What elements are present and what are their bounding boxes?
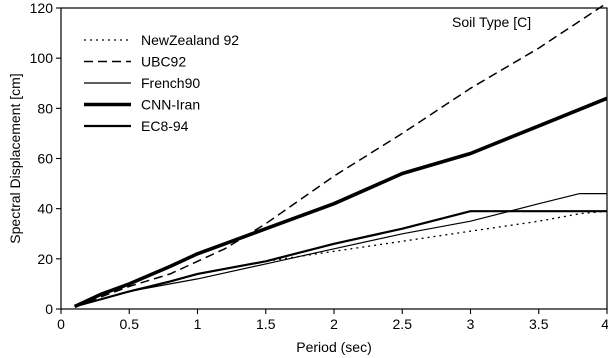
legend-label: French90: [141, 75, 200, 91]
y-tick-label: 100: [30, 50, 54, 66]
series-layer: [73, 2, 608, 309]
x-tick-label: 0.5: [120, 316, 140, 332]
x-tick-label: 1.5: [256, 316, 276, 332]
x-tick-label: 1: [194, 316, 202, 332]
legend-label: UBC92: [141, 54, 186, 70]
legend: NewZealand 92 UBC92 French90 CNN-Iran EC8-94: [84, 32, 239, 134]
y-tick-label: 120: [30, 0, 54, 16]
x-tick-label: 3.5: [529, 316, 549, 332]
x-tick-label: 4: [601, 316, 608, 332]
y-axis-title: Spectral Displacement [cm]: [7, 73, 23, 243]
y-tick-label: 20: [37, 251, 53, 267]
x-tick-label: 2.5: [393, 316, 413, 332]
y-tick-label: 60: [37, 151, 53, 167]
series-line-ubc92: [74, 2, 608, 308]
series-line-ec8-94: [74, 210, 607, 308]
x-tick-label: 0: [57, 316, 65, 332]
legend-label: CNN-Iran: [141, 97, 200, 113]
annotation-soil-type: Soil Type [C]: [452, 14, 531, 30]
series-line-newzealand-92: [74, 210, 608, 308]
legend-label: EC8-94: [141, 118, 189, 134]
series-line-cnn-iran: [73, 96, 608, 309]
y-tick-label: 40: [37, 201, 53, 217]
x-tick-label: 3: [467, 316, 475, 332]
y-tick-label: 0: [45, 301, 53, 317]
legend-label: NewZealand 92: [141, 32, 239, 48]
x-tick-label: 2: [330, 316, 338, 332]
x-axis-title: Period (sec): [296, 339, 371, 355]
y-tick-label: 80: [37, 100, 53, 116]
